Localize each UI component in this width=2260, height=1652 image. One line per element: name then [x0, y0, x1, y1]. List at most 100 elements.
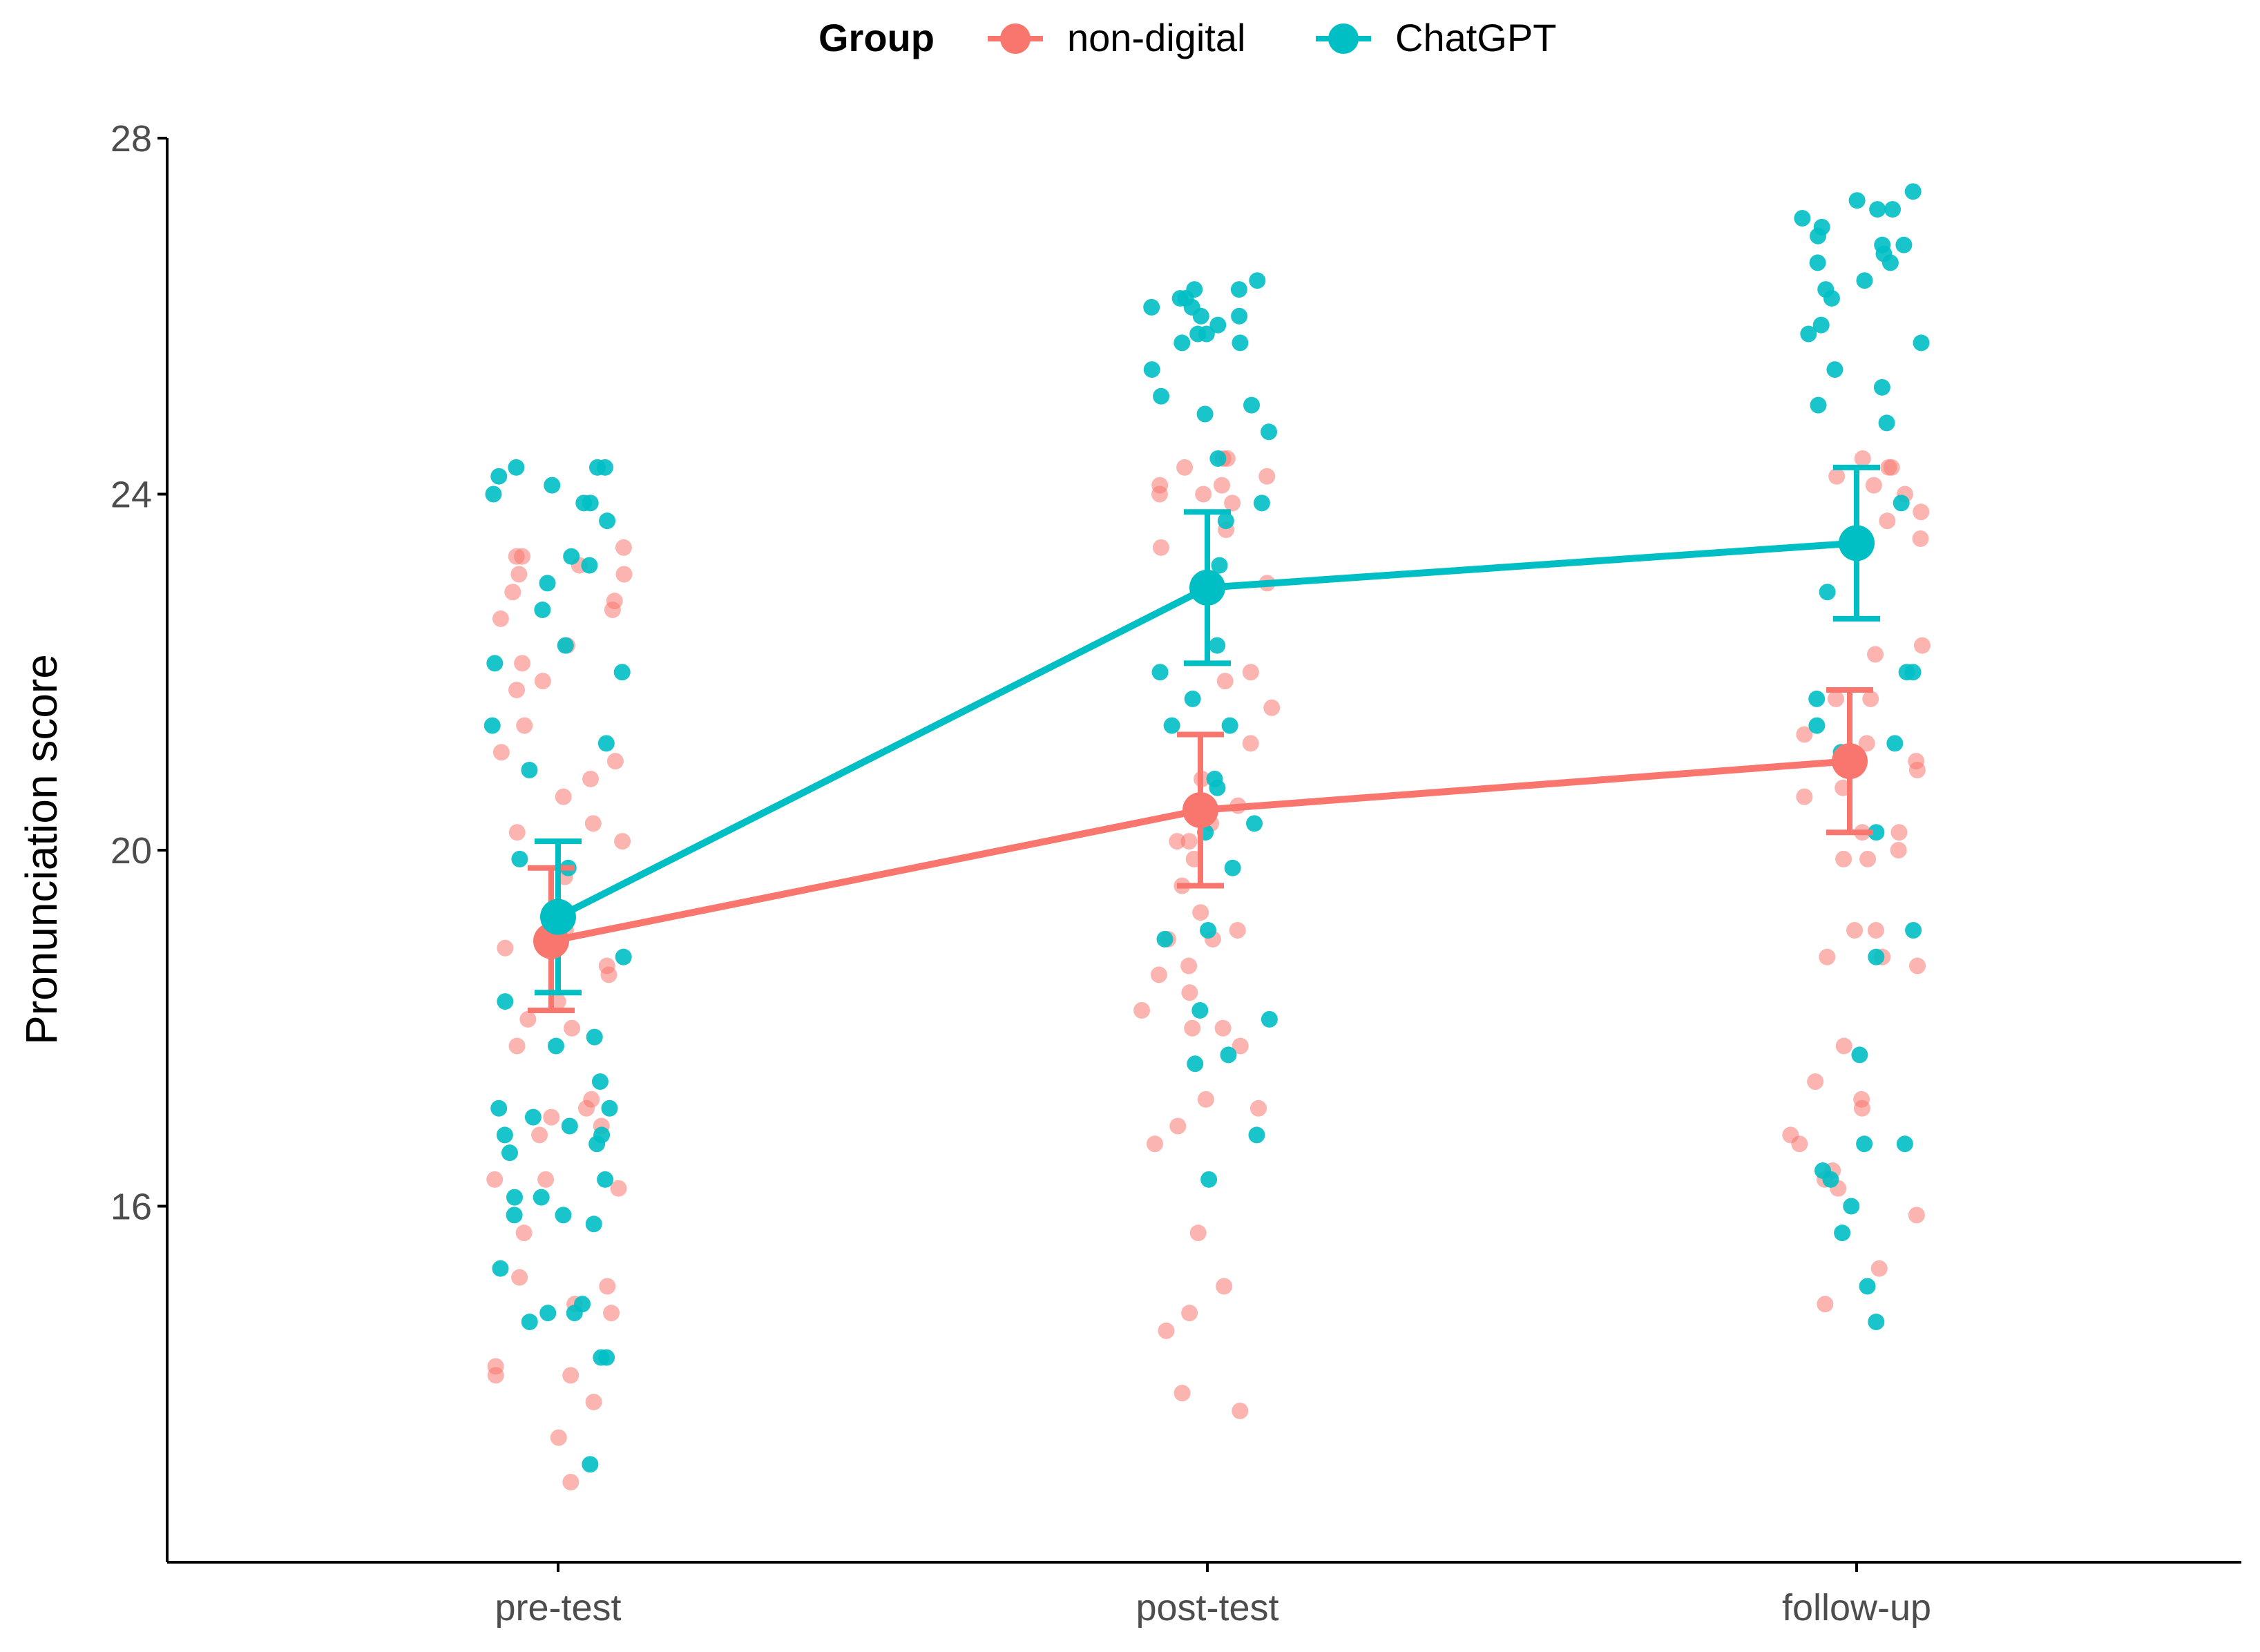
data-point-non-digital	[1184, 1019, 1201, 1037]
data-point-non-digital	[614, 833, 631, 850]
data-point-non-digital	[515, 1224, 533, 1242]
data-point-chatgpt	[539, 575, 556, 592]
data-point-non-digital	[1147, 1135, 1164, 1153]
data-point-chatgpt	[1904, 664, 1922, 681]
data-point-non-digital	[562, 1474, 580, 1491]
data-point-chatgpt	[1884, 201, 1902, 218]
data-point-chatgpt	[1904, 183, 1922, 200]
data-point-non-digital	[584, 815, 602, 832]
data-point-non-digital	[598, 957, 615, 974]
data-point-non-digital	[564, 1019, 581, 1037]
data-point-non-digital	[615, 566, 633, 583]
data-point-non-digital	[1807, 1073, 1824, 1091]
data-point-non-digital	[1133, 1001, 1151, 1019]
data-point-chatgpt	[1232, 334, 1249, 352]
data-point-non-digital	[603, 1305, 620, 1322]
data-point-chatgpt	[1856, 1135, 1873, 1153]
data-point-chatgpt	[1243, 396, 1261, 414]
data-point-chatgpt	[596, 459, 613, 476]
data-point-non-digital	[1796, 726, 1813, 743]
data-point-non-digital	[1192, 904, 1209, 921]
data-point-chatgpt	[582, 1456, 599, 1473]
data-point-chatgpt	[1810, 396, 1827, 414]
data-point-chatgpt	[1878, 414, 1895, 432]
data-point-chatgpt	[1905, 921, 1922, 939]
y-axis-title: Pronunciation score	[17, 654, 66, 1045]
data-point-non-digital	[1232, 1037, 1249, 1055]
data-point-chatgpt	[1200, 1171, 1218, 1188]
data-point-non-digital	[487, 1367, 504, 1384]
data-point-non-digital	[1858, 735, 1875, 752]
data-point-chatgpt	[544, 477, 561, 494]
data-point-non-digital	[1890, 842, 1907, 858]
data-point-non-digital	[1180, 833, 1198, 850]
data-point-chatgpt	[1209, 637, 1226, 654]
data-point-non-digital	[1150, 966, 1167, 983]
data-point-chatgpt	[1812, 316, 1830, 334]
data-point-non-digital	[1912, 530, 1929, 547]
data-point-non-digital	[1224, 494, 1241, 512]
data-point-non-digital	[1862, 690, 1879, 707]
data-point-chatgpt	[1230, 281, 1247, 298]
data-point-chatgpt	[1249, 272, 1266, 289]
data-point-chatgpt	[591, 1073, 609, 1091]
data-point-chatgpt	[548, 1037, 565, 1055]
data-point-chatgpt	[1246, 815, 1263, 832]
data-point-chatgpt	[1200, 921, 1217, 939]
data-point-non-digital	[508, 1037, 526, 1055]
x-tick-label: pre-test	[495, 1587, 621, 1629]
data-point-chatgpt	[1248, 1126, 1265, 1144]
data-point-non-digital	[1258, 468, 1276, 485]
data-point-non-digital	[1835, 850, 1852, 867]
data-point-chatgpt	[539, 1305, 557, 1322]
mean-point-chatgpt	[1189, 569, 1225, 606]
legend-label-non-digital: non-digital	[1067, 16, 1245, 59]
data-point-non-digital	[1216, 673, 1234, 690]
data-point-chatgpt	[1869, 201, 1886, 218]
data-point-non-digital	[1913, 637, 1931, 654]
data-point-non-digital	[599, 1278, 616, 1295]
x-ticks: pre-test post-test follow-up	[495, 1562, 1931, 1629]
data-point-chatgpt	[1191, 1001, 1209, 1019]
mean-point-non-digital	[1182, 792, 1218, 829]
data-point-chatgpt	[1174, 334, 1191, 352]
data-point-non-digital	[508, 682, 526, 699]
data-point-chatgpt	[1221, 717, 1238, 734]
data-point-chatgpt	[497, 993, 514, 1010]
legend-key-point-non-digital	[1000, 23, 1031, 54]
data-point-non-digital	[1854, 450, 1871, 467]
data-point-chatgpt	[1163, 717, 1180, 734]
data-point-chatgpt	[483, 717, 501, 734]
data-point-chatgpt	[496, 1126, 513, 1144]
y-tick-label: 16	[111, 1187, 152, 1228]
data-point-chatgpt	[1868, 824, 1885, 841]
data-point-chatgpt	[1851, 1046, 1868, 1064]
data-point-non-digital	[1174, 1385, 1191, 1402]
data-point-non-digital	[1229, 921, 1246, 939]
data-point-non-digital	[1213, 477, 1230, 494]
y-ticks: 16 20 24 28	[111, 118, 167, 1228]
data-point-non-digital	[543, 1108, 560, 1126]
data-point-chatgpt	[524, 1108, 542, 1126]
data-point-chatgpt	[557, 637, 574, 654]
data-point-non-digital	[514, 655, 531, 672]
data-point-chatgpt	[1224, 859, 1241, 876]
data-point-non-digital	[1796, 788, 1813, 805]
data-point-non-digital	[1151, 477, 1169, 494]
data-point-non-digital	[508, 824, 526, 841]
data-point-chatgpt	[533, 1189, 550, 1206]
data-point-chatgpt	[561, 1117, 578, 1135]
data-point-non-digital	[550, 1429, 567, 1446]
data-point-chatgpt	[511, 850, 528, 867]
data-point-chatgpt	[1220, 1046, 1237, 1064]
data-point-non-digital	[1908, 753, 1925, 770]
data-point-non-digital	[1180, 957, 1198, 974]
data-point-chatgpt	[1231, 307, 1248, 325]
data-point-chatgpt	[585, 1216, 602, 1233]
data-point-chatgpt	[1895, 236, 1913, 253]
data-point-chatgpt	[1826, 361, 1844, 378]
data-point-chatgpt	[1217, 512, 1234, 530]
data-point-chatgpt	[1874, 236, 1891, 253]
data-point-chatgpt	[1143, 298, 1160, 316]
data-point-non-digital	[514, 548, 531, 565]
